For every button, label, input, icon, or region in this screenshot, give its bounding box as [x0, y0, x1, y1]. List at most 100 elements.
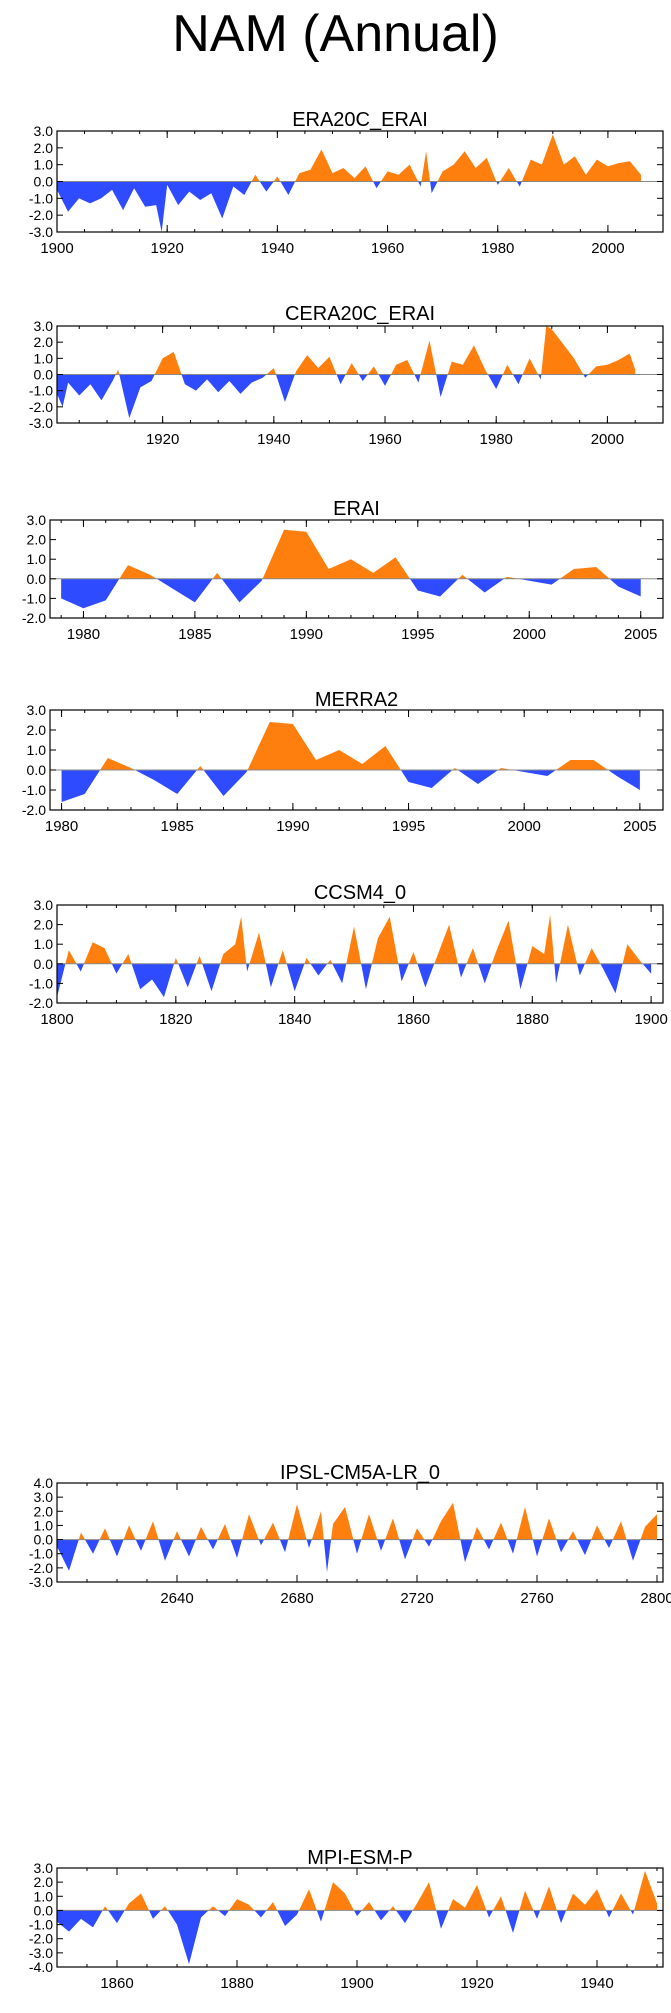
x-tick-label: 1940: [261, 240, 294, 257]
negative-anomaly-area: [57, 963, 652, 998]
chart-panel: IPSL-CM5A-LR_0 4.03.02.01.00.0-1.0-2.0-3.…: [29, 1462, 671, 1607]
positive-anomaly-area: [61, 529, 641, 579]
chart-title: MERRA2: [315, 689, 398, 711]
chart-title: ERA20C_ERAI: [292, 109, 428, 131]
x-tick-label: 2000: [508, 818, 541, 835]
figure-title: NAM (Annual): [172, 5, 499, 63]
y-tick-label: 0.0: [27, 571, 47, 587]
y-tick-label: -1.0: [29, 383, 53, 399]
x-tick-label: 2000: [513, 626, 546, 643]
y-tick-label: 1.0: [34, 936, 54, 952]
chart-title: CERA20C_ERAI: [285, 303, 435, 325]
y-tick-label: -1.0: [29, 1917, 53, 1933]
y-tick-label: -1.0: [22, 590, 46, 606]
x-tick-label: 2720: [400, 1590, 433, 1607]
x-tick-label: 1820: [159, 1011, 192, 1028]
y-tick-label: -2.0: [29, 995, 53, 1011]
negative-anomaly-area: [61, 770, 640, 802]
x-tick-label: 2005: [624, 626, 657, 643]
chart-panel: MPI-ESM-P 3.02.01.00.0-1.0-2.0-3.0-4.0 186…: [29, 1847, 664, 1992]
y-tick-label: 3.0: [34, 1489, 54, 1505]
negative-anomaly-area: [57, 1539, 657, 1573]
x-tick-label: 1940: [580, 1975, 613, 1992]
x-tick-label: 1985: [178, 626, 211, 643]
y-tick-label: -2.0: [29, 207, 53, 223]
positive-anomaly-area: [57, 1502, 657, 1540]
x-tick-label: 1990: [290, 626, 323, 643]
y-tick-label: 0.0: [34, 956, 54, 972]
positive-anomaly-area: [61, 722, 640, 770]
y-tick-label: 1.0: [34, 157, 54, 173]
x-tick-label: 2640: [160, 1590, 193, 1607]
x-tick-label: 1995: [392, 818, 425, 835]
positive-anomaly-area: [57, 1870, 657, 1911]
y-tick-label: 1.0: [27, 551, 47, 567]
y-tick-label: -2.0: [29, 399, 53, 415]
y-tick-label: -2.0: [22, 610, 46, 626]
x-tick-label: 1900: [40, 240, 73, 257]
y-tick-label: 0.0: [27, 762, 47, 778]
x-tick-label: 1990: [276, 818, 309, 835]
y-tick-label: 4.0: [34, 1475, 54, 1491]
plot-frame: [49, 519, 664, 619]
y-tick-label: -4.0: [29, 1959, 53, 1975]
y-tick-label: 0.0: [34, 1902, 54, 1918]
y-tick-label: 3.0: [27, 702, 47, 718]
y-tick-label: -3.0: [29, 1574, 53, 1590]
negative-anomaly-area: [57, 181, 641, 232]
y-tick-label: 1.0: [27, 742, 47, 758]
y-tick-label: 2.0: [34, 140, 54, 156]
y-tick-label: -2.0: [22, 802, 46, 818]
x-tick-label: 1985: [161, 818, 194, 835]
y-tick-label: -2.0: [29, 1931, 53, 1947]
x-tick-label: 2000: [591, 240, 624, 257]
chart-title: MPI-ESM-P: [307, 1847, 413, 1869]
y-tick-label: -1.0: [29, 975, 53, 991]
x-tick-label: 2680: [280, 1590, 313, 1607]
chart-title: IPSL-CM5A-LR_0: [280, 1462, 440, 1484]
y-tick-label: -1.0: [22, 782, 46, 798]
x-tick-label: 1940: [257, 431, 290, 448]
x-tick-label: 2760: [520, 1590, 553, 1607]
x-tick-label: 1920: [146, 431, 179, 448]
y-tick-label: 2.0: [34, 1874, 54, 1890]
y-tick-label: 0.0: [34, 1532, 54, 1548]
positive-anomaly-area: [57, 914, 652, 964]
y-tick-label: 2.0: [34, 1503, 54, 1519]
y-tick-label: 2.0: [34, 917, 54, 933]
chart-title: ERAI: [333, 498, 380, 520]
plot-frame: [49, 709, 664, 811]
chart-title: CCSM4_0: [314, 882, 406, 904]
x-tick-label: 1980: [45, 818, 78, 835]
y-tick-label: 3.0: [34, 123, 54, 139]
y-tick-label: -3.0: [29, 1945, 53, 1961]
y-tick-label: -2.0: [29, 1560, 53, 1576]
y-tick-label: 3.0: [34, 897, 54, 913]
y-tick-label: -3.0: [29, 224, 53, 240]
y-tick-label: 0.0: [34, 174, 54, 190]
y-tick-label: 2.0: [27, 532, 47, 548]
negative-anomaly-area: [57, 374, 636, 419]
x-tick-label: 1980: [481, 240, 514, 257]
x-tick-label: 2800: [640, 1590, 671, 1607]
x-tick-label: 1980: [67, 626, 100, 643]
x-tick-label: 1880: [516, 1011, 549, 1028]
x-tick-label: 1840: [278, 1011, 311, 1028]
y-tick-label: 3.0: [27, 512, 47, 528]
x-tick-label: 1900: [634, 1011, 667, 1028]
plot-frame: [56, 1482, 664, 1583]
chart-panel: ERAI 3.0 2.0 1.0 0.0 -1.0 -2.0 1980 1985 1990 1995…: [22, 498, 664, 643]
y-tick-label: 1.0: [34, 350, 54, 366]
x-tick-label: 1900: [340, 1975, 373, 1992]
positive-anomaly-area: [57, 326, 636, 375]
y-tick-label: -1.0: [29, 190, 53, 206]
plot-frame: [56, 904, 664, 1004]
x-tick-label: 1920: [460, 1975, 493, 1992]
x-tick-label: 1860: [100, 1975, 133, 1992]
x-tick-label: 1960: [371, 240, 404, 257]
y-tick-label: 1.0: [34, 1517, 54, 1533]
x-tick-label: 1920: [150, 240, 183, 257]
